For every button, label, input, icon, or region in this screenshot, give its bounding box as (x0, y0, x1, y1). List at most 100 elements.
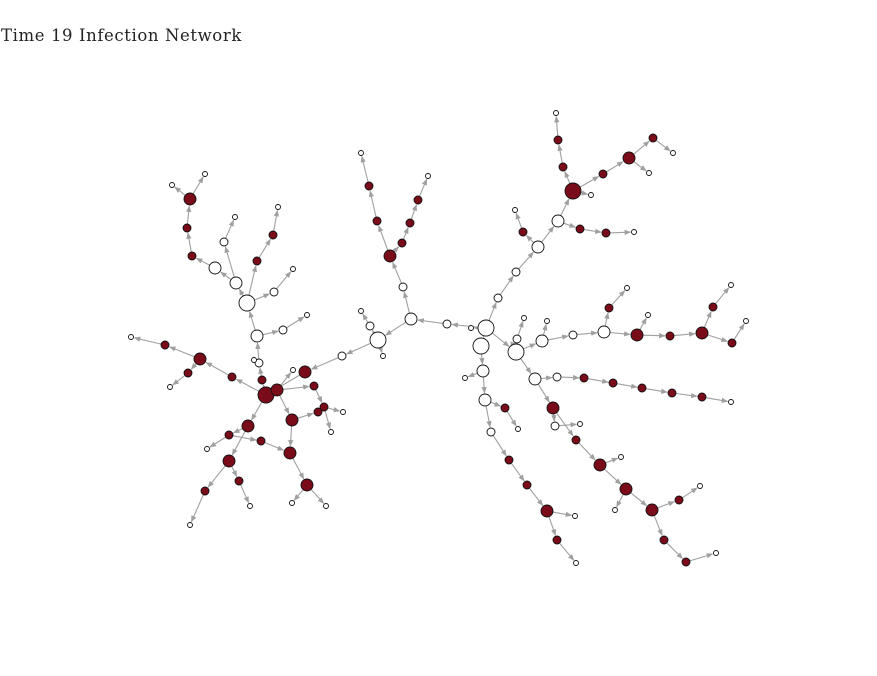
infected-node (234, 476, 244, 486)
network-edge (324, 410, 332, 430)
network-edge (492, 435, 507, 457)
infected-node (298, 365, 312, 379)
network-edge (703, 310, 712, 328)
network-edge (195, 257, 210, 266)
susceptible-node (208, 261, 222, 275)
susceptible-node (577, 421, 583, 427)
infected-node (695, 326, 709, 340)
susceptible-node (340, 409, 346, 415)
susceptible-node (493, 293, 503, 303)
infected-node (405, 218, 415, 228)
susceptible-node (269, 287, 279, 297)
susceptible-node (369, 331, 387, 349)
susceptible-node (290, 367, 296, 373)
network-edge (286, 316, 305, 329)
infected-node (579, 373, 589, 383)
network-edge (520, 358, 532, 374)
infected-node (598, 169, 608, 179)
network-edge (488, 301, 497, 321)
network-edge (558, 422, 578, 428)
network-edge (315, 389, 323, 404)
network-edge (264, 441, 285, 451)
network-edge (232, 435, 257, 442)
network-edge (410, 204, 417, 220)
susceptible-node (612, 507, 618, 513)
network-edge (518, 251, 534, 270)
susceptible-node (468, 325, 474, 331)
susceptible-node (472, 337, 490, 355)
susceptible-node (232, 214, 238, 220)
network-edge (528, 487, 544, 507)
infected-node (727, 338, 737, 348)
network-edge (248, 310, 256, 331)
network-edge (293, 489, 304, 501)
network-edge (133, 336, 162, 345)
infected-node (187, 251, 197, 261)
network-edge (372, 329, 378, 337)
susceptible-node (697, 483, 703, 489)
network-edge (220, 271, 232, 280)
network-edge (377, 346, 383, 354)
infected-node (504, 455, 514, 465)
network-edge (232, 427, 243, 434)
infected-node (500, 403, 510, 413)
infected-node (183, 192, 197, 206)
network-edge (540, 375, 553, 381)
network-edge (604, 468, 622, 485)
network-edge (485, 405, 492, 428)
network-edge (515, 212, 523, 229)
susceptible-node (204, 446, 210, 452)
susceptible-node (476, 364, 490, 378)
network-edge (360, 155, 369, 183)
network-edge (238, 288, 245, 297)
network-edge (645, 388, 668, 394)
susceptible-node (238, 294, 256, 312)
susceptible-node (365, 321, 375, 331)
susceptible-node (728, 282, 734, 288)
network-edge (537, 383, 550, 403)
network-edge (579, 176, 600, 188)
network-edge (190, 494, 204, 523)
network-edge (262, 329, 279, 336)
network-edge (273, 209, 279, 232)
susceptible-node (618, 454, 624, 460)
network-edge (292, 458, 305, 480)
infected-node (182, 223, 192, 233)
susceptible-node (550, 421, 560, 431)
susceptible-node (290, 266, 296, 272)
susceptible-node (486, 427, 496, 437)
network-edge (279, 395, 290, 415)
network-edge (192, 176, 204, 195)
infected-node (608, 378, 618, 388)
infected-node (313, 407, 323, 417)
susceptible-node (507, 343, 525, 361)
network-edge (467, 372, 478, 378)
infected-node (667, 388, 677, 398)
susceptible-node (250, 329, 264, 343)
network-edge (655, 139, 671, 152)
network-edge (630, 492, 648, 507)
infected-node (619, 482, 633, 496)
infected-node (413, 195, 423, 205)
network-edge (362, 313, 369, 323)
infected-node (708, 302, 718, 312)
susceptible-node (624, 285, 630, 291)
susceptible-node (328, 429, 334, 435)
network-edge (666, 542, 683, 559)
infected-node (200, 486, 210, 496)
infected-node (283, 446, 297, 460)
susceptible-node (551, 214, 565, 228)
infected-node (319, 402, 329, 412)
infected-node (241, 419, 255, 433)
infected-node (256, 436, 266, 446)
network-edge (541, 225, 555, 243)
network-edge (578, 442, 596, 461)
network-edge (653, 515, 663, 537)
susceptible-node (254, 358, 264, 368)
network-edge (604, 312, 610, 327)
infected-node (227, 372, 237, 382)
susceptible-node (304, 312, 310, 318)
network-edge (417, 318, 444, 324)
network-edge (491, 332, 510, 347)
infected-node (268, 230, 278, 240)
